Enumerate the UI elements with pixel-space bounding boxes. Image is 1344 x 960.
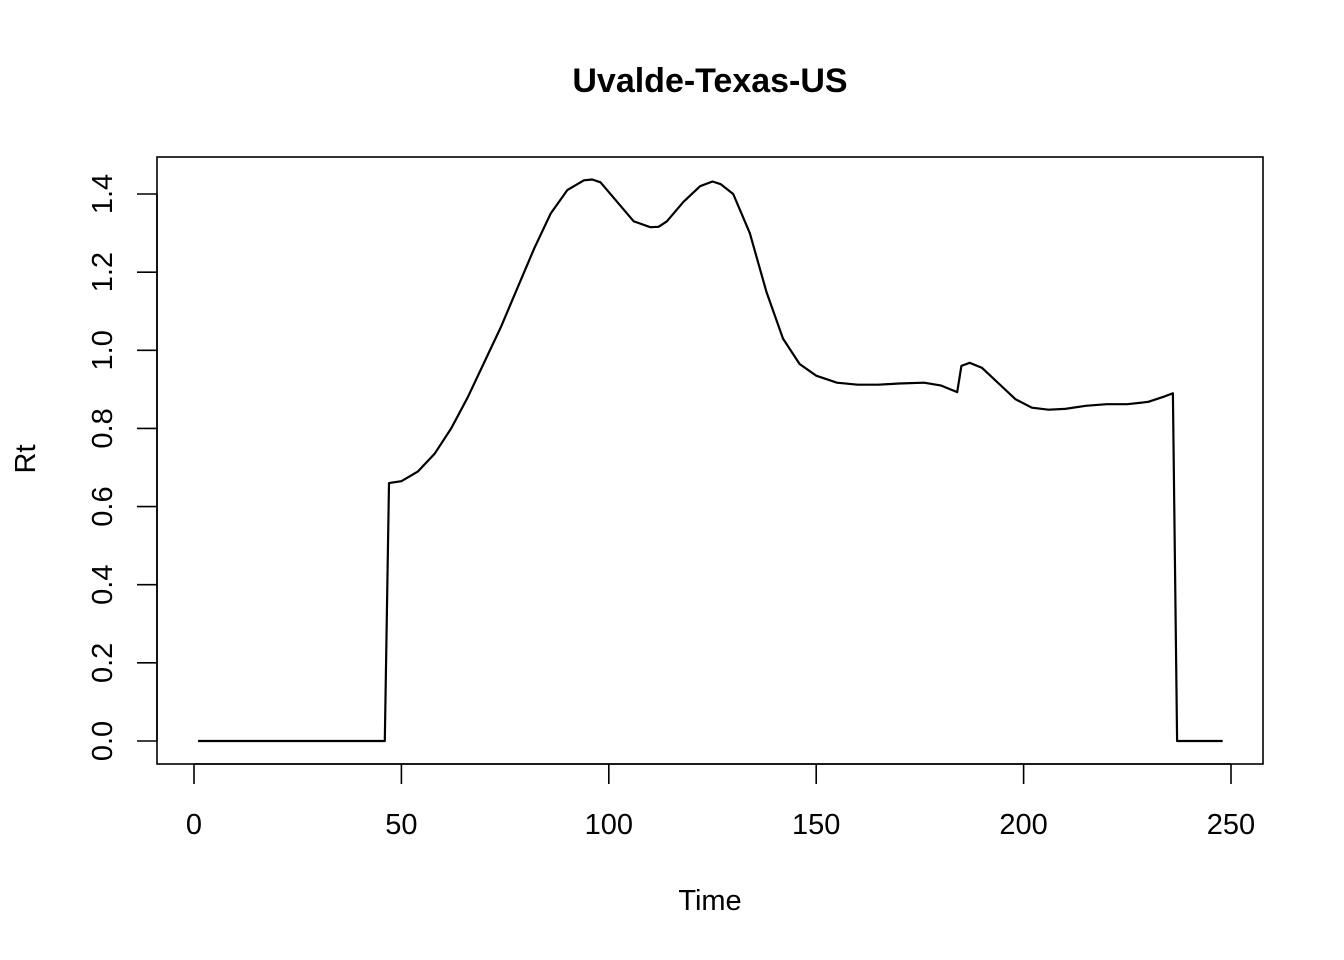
- x-tick-label: 50: [385, 809, 417, 841]
- y-axis-label: Rt: [10, 445, 42, 474]
- x-tick-label: 200: [999, 809, 1047, 841]
- x-axis-label: Time: [678, 885, 741, 917]
- x-axis: 0 50 100 150 200 250: [186, 763, 1255, 841]
- plot-frame: [156, 156, 1264, 765]
- y-tick-label: 0.2: [87, 643, 119, 683]
- y-axis: 0.0 0.2 0.4 0.6 0.8 1.0 1.2 1.4: [87, 174, 158, 761]
- y-tick-label: 0.0: [87, 721, 119, 761]
- y-tick-label: 1.4: [87, 174, 119, 214]
- series-layer: [198, 178, 1223, 743]
- chart-title: Uvalde-Texas-US: [572, 62, 847, 100]
- y-tick-label: 1.2: [87, 252, 119, 292]
- x-tick-label: 250: [1207, 809, 1255, 841]
- x-tick-label: 100: [585, 809, 633, 841]
- y-tick-label: 0.8: [87, 408, 119, 448]
- x-tick-label: 0: [186, 809, 202, 841]
- y-tick-label: 0.6: [87, 486, 119, 526]
- y-tick-label: 1.0: [87, 330, 119, 370]
- y-tick-label: 0.4: [87, 565, 119, 605]
- series-line: [198, 178, 1223, 743]
- x-tick-label: 150: [792, 809, 840, 841]
